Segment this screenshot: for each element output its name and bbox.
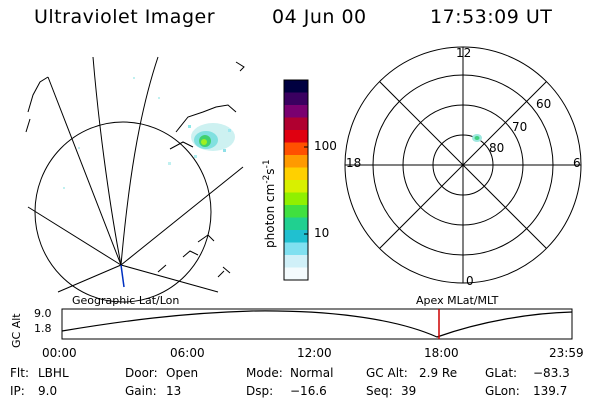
ip-value: 9.0: [38, 384, 58, 398]
dsp-value: −16.6: [290, 384, 327, 398]
lat-label-60: 60: [536, 97, 552, 111]
coastline-fragments: [25, 61, 245, 278]
colorbar-tick-100: 100: [314, 139, 337, 153]
mode-value: Normal: [290, 366, 334, 380]
timeline-ytick-bottom: 1.8: [34, 322, 52, 335]
lat-label-80: 80: [489, 141, 505, 155]
colorbar-cell: [284, 105, 308, 118]
colorbar-cell: [284, 217, 308, 231]
seq-value: 39: [401, 384, 417, 398]
colorbar-cell: [284, 180, 308, 193]
timeline-tick-2359: 23:59: [549, 346, 584, 360]
colorbar-cell: [284, 255, 308, 268]
aurora-emission: [63, 77, 235, 189]
latitude-circle: [34, 121, 212, 303]
polar-plot: [344, 46, 582, 284]
altitude-curve: [61, 310, 573, 338]
gain-label: Gain:: [125, 384, 157, 398]
timeline-tick-1200: 12:00: [297, 346, 332, 360]
timeline-tick-0600: 06:00: [170, 346, 205, 360]
colorbar-cell: [284, 92, 308, 106]
glat-label: GLat:: [485, 366, 518, 380]
colorbar-tick-10: 10: [314, 226, 330, 240]
mlt-label-12: 12: [456, 46, 472, 60]
geographic-image-panel: [25, 56, 245, 303]
colorbar-cell: [284, 230, 308, 243]
door-label: Door:: [125, 366, 158, 380]
timeline-yaxis-title: GC Alt: [10, 313, 23, 348]
polar-aurora-spot: [472, 134, 482, 142]
colorbar-cell: [284, 242, 308, 256]
apex-panel-label: Apex MLat/MLT: [416, 294, 499, 307]
gcalt-value: 2.9 Re: [419, 366, 458, 380]
mlt-label-18: 18: [346, 156, 362, 170]
colorbar-cell: [284, 80, 308, 93]
ip-label: IP:: [10, 384, 25, 398]
gain-value: 13: [166, 384, 182, 398]
colorbar-cell: [284, 142, 308, 156]
gcalt-label: GC Alt:: [366, 366, 408, 380]
colorbar-cell: [284, 130, 308, 143]
colorbar-cell: [284, 205, 308, 218]
colorbar-unit-sup2: -1: [262, 159, 272, 169]
color-bar: [283, 79, 309, 281]
geographic-panel-label: Geographic Lat/Lon: [72, 294, 180, 307]
date-label: 04 Jun 00: [272, 6, 367, 28]
colorbar-cell: [284, 167, 308, 181]
time-label: 17:53:09 UT: [430, 6, 553, 28]
glat-value: −83.3: [533, 366, 570, 380]
dsp-label: Dsp:: [246, 384, 274, 398]
colorbar-unit-sup1: -2: [262, 174, 272, 184]
mlt-label-0: 0: [466, 274, 474, 288]
timeline-ytick-top: 9.0: [34, 307, 52, 320]
mlt-label-6: 6: [573, 156, 581, 170]
pole-marker: [120, 264, 125, 288]
colorbar-cell: [284, 192, 308, 206]
colorbar-unit-text: photon cm: [263, 183, 277, 248]
colorbar-cell: [284, 117, 308, 131]
flt-value: LBHL: [38, 366, 69, 380]
colorbar-cell: [284, 267, 308, 281]
glon-value: 139.7: [533, 384, 568, 398]
seq-label: Seq:: [366, 384, 393, 398]
altitude-timeline: [61, 308, 573, 340]
colorbar-cell: [284, 155, 308, 168]
glon-label: GLon:: [485, 384, 520, 398]
colorbar-unit-s: s: [263, 168, 277, 175]
colorbar-unit-label: photon cm-2s-1: [262, 159, 277, 248]
timeline-tick-0000: 00:00: [42, 346, 77, 360]
meridian-lines: [27, 56, 244, 293]
timeline-tick-1800: 18:00: [424, 346, 459, 360]
door-value: Open: [166, 366, 199, 380]
flt-label: Flt:: [10, 366, 29, 380]
mode-label: Mode:: [246, 366, 283, 380]
polar-spokes: [345, 47, 581, 283]
instrument-title: Ultraviolet Imager: [34, 6, 216, 28]
lat-label-70: 70: [512, 120, 528, 134]
